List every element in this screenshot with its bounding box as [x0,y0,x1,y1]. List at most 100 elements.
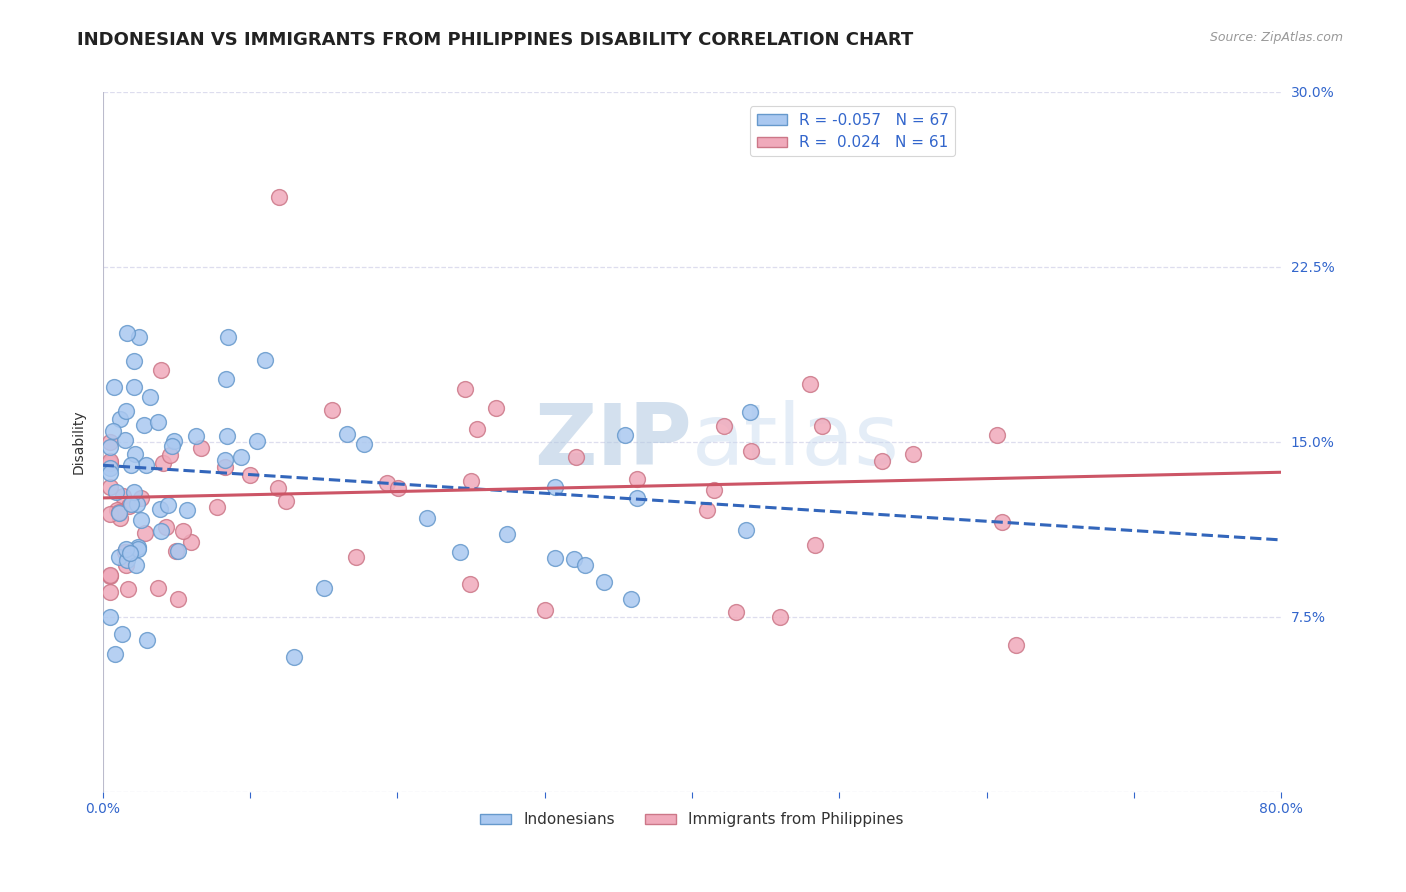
Y-axis label: Disability: Disability [72,409,86,475]
Point [614,428,637,442]
Point [120,458,142,472]
Point [127,542,149,557]
Point [458,577,481,591]
Point [562,551,585,566]
Point [375,476,398,491]
Point [118,499,141,513]
Point [246,434,269,448]
Text: ZIP: ZIP [534,401,692,483]
Point [1005,638,1028,652]
Point [157,498,180,512]
Point [274,493,297,508]
Point [214,460,236,475]
Point [105,484,128,499]
Point [146,581,169,595]
Point [162,439,184,453]
Point [190,442,212,456]
Point [533,603,555,617]
Point [98,480,121,494]
Point [460,474,482,488]
Point [454,382,477,396]
Point [986,428,1008,442]
Point [239,467,262,482]
Point [215,428,238,442]
Point [98,466,121,480]
Point [173,524,195,538]
Point [98,567,121,582]
Point [122,380,145,394]
Point [120,545,142,559]
Point [269,190,291,204]
Point [98,456,121,470]
Point [146,415,169,429]
Point [98,569,121,583]
Point [626,472,648,486]
Point [167,544,190,558]
Point [98,453,121,467]
Point [544,551,567,566]
Point [217,330,239,344]
Point [135,458,157,472]
Point [485,401,508,415]
Point [387,481,409,495]
Point [127,541,149,555]
Point [740,443,762,458]
Point [769,610,792,624]
Point [163,434,186,449]
Point [336,427,359,442]
Point [165,544,187,558]
Point [98,440,121,454]
Point [149,502,172,516]
Text: INDONESIAN VS IMMIGRANTS FROM PHILIPPINES DISABILITY CORRELATION CHART: INDONESIAN VS IMMIGRANTS FROM PHILIPPINE… [77,31,914,49]
Point [98,585,121,599]
Point [620,592,643,607]
Point [353,437,375,451]
Point [901,446,924,460]
Point [804,538,827,552]
Point [103,380,125,394]
Point [101,425,124,439]
Point [626,491,648,505]
Point [135,633,157,648]
Point [696,503,718,517]
Point [127,497,149,511]
Point [150,363,173,377]
Point [105,503,128,517]
Point [134,525,156,540]
Point [115,542,138,557]
Point [159,448,181,462]
Point [186,429,208,443]
Point [574,558,596,572]
Point [872,454,894,468]
Point [129,491,152,505]
Point [267,481,290,495]
Point [150,524,173,539]
Point [112,489,135,503]
Point [314,581,336,595]
Point [167,592,190,607]
Point [465,422,488,436]
Point [253,353,276,368]
Point [120,544,142,558]
Point [114,558,136,573]
Point [108,506,131,520]
Point [108,411,131,425]
Point [416,510,439,524]
Point [991,515,1014,529]
Point [120,497,142,511]
Point [117,552,139,566]
Point [115,404,138,418]
Point [125,558,148,573]
Point [799,377,821,392]
Point [207,500,229,515]
Legend: Indonesians, Immigrants from Philippines: Indonesians, Immigrants from Philippines [474,806,910,833]
Point [321,403,343,417]
Point [104,647,127,661]
Point [229,450,252,464]
Point [114,433,136,447]
Point [346,549,368,564]
Point [593,574,616,589]
Point [98,461,121,475]
Point [734,523,756,537]
Point [180,535,202,549]
